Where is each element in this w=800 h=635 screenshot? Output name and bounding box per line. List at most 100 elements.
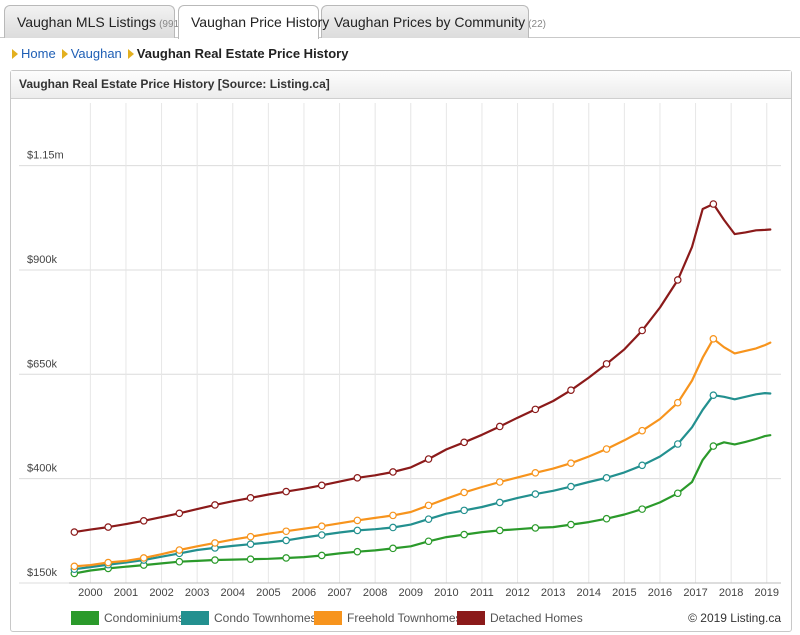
tab-count: (991) xyxy=(159,19,183,30)
legend-item-freehold-townhomes[interactable]: Freehold Townhomes xyxy=(314,611,462,625)
data-point-freehold-townhomes xyxy=(709,335,718,343)
x-tick-label: 2009 xyxy=(399,587,423,599)
y-tick-label: $400k xyxy=(27,463,57,475)
data-point-condo-townhomes xyxy=(709,391,718,399)
data-point-condo-townhomes xyxy=(673,440,682,448)
data-point-freehold-townhomes xyxy=(70,562,79,571)
data-point-condominiums xyxy=(460,530,468,539)
data-point-condominiums xyxy=(246,555,255,564)
x-tick-label: 2015 xyxy=(612,587,636,599)
copyright-text: © 2019 Listing.ca xyxy=(688,611,781,625)
breadcrumb-city-link[interactable]: Vaughan xyxy=(70,46,122,61)
legend-swatch xyxy=(181,611,209,625)
series-line-detached-homes xyxy=(73,202,772,534)
data-point-detached-homes xyxy=(317,481,326,490)
x-tick-label: 2008 xyxy=(363,587,387,599)
tab-prices-by-community[interactable]: Vaughan Prices by Community (22) xyxy=(321,5,546,38)
data-point-condo-townhomes xyxy=(353,526,362,535)
legend-swatch xyxy=(314,611,342,625)
x-tick-label: 2011 xyxy=(470,587,494,599)
data-point-condominiums xyxy=(282,554,290,562)
breadcrumb-arrow-icon xyxy=(127,49,134,59)
tab-count: (22) xyxy=(528,19,546,30)
data-point-condominiums xyxy=(175,557,184,566)
x-tick-label: 2014 xyxy=(577,587,601,599)
x-tick-label: 2002 xyxy=(149,587,173,599)
breadcrumb-current: Vaughan Real Estate Price History xyxy=(136,46,349,61)
data-point-condo-townhomes xyxy=(424,515,433,523)
data-point-freehold-townhomes xyxy=(282,527,290,536)
x-tick-label: 2006 xyxy=(292,587,316,599)
data-point-freehold-townhomes xyxy=(211,539,219,547)
data-point-condominiums xyxy=(317,551,326,560)
data-point-freehold-townhomes xyxy=(139,554,148,562)
tab-price-history[interactable]: Vaughan Price History xyxy=(178,5,329,39)
data-point-detached-homes xyxy=(638,326,646,335)
legend-swatch xyxy=(457,611,485,625)
data-point-detached-homes xyxy=(353,474,362,482)
data-point-detached-homes xyxy=(139,517,148,525)
x-tick-label: 2003 xyxy=(185,587,209,599)
data-point-detached-homes xyxy=(104,523,112,531)
breadcrumb-home-link[interactable]: Home xyxy=(21,46,56,61)
data-point-freehold-townhomes xyxy=(460,488,468,497)
x-tick-label: 2010 xyxy=(434,587,458,599)
y-tick-label: $900k xyxy=(27,254,57,266)
breadcrumb-arrow-icon xyxy=(12,49,18,59)
data-point-condo-townhomes xyxy=(389,523,397,532)
breadcrumb-arrow-icon xyxy=(61,49,68,59)
data-point-condo-townhomes xyxy=(495,498,504,507)
x-tick-label: 2001 xyxy=(114,587,138,599)
y-tick-label: $1.15m xyxy=(27,150,64,162)
legend-item-condo-townhomes[interactable]: Condo Townhomes xyxy=(181,611,317,625)
x-tick-label: 2004 xyxy=(221,587,245,599)
chart-panel: Vaughan Real Estate Price History [Sourc… xyxy=(10,70,792,632)
series-line-condo-townhomes xyxy=(73,392,772,571)
chart-legend: Condominiums Condo Townhomes Freehold To… xyxy=(71,611,791,627)
tab-label: Vaughan Price History xyxy=(191,14,330,30)
data-point-condominiums xyxy=(638,505,646,513)
data-point-condo-townhomes xyxy=(638,461,646,470)
data-point-condominiums xyxy=(567,520,575,529)
data-point-condominiums xyxy=(602,514,611,523)
data-point-freehold-townhomes xyxy=(424,501,433,510)
data-point-detached-homes xyxy=(424,455,433,463)
y-tick-label: $150k xyxy=(27,567,57,579)
legend-label: Condominiums xyxy=(104,611,185,625)
legend-swatch xyxy=(71,611,99,625)
series-line-condominiums xyxy=(73,434,772,575)
data-point-freehold-townhomes xyxy=(495,478,504,486)
x-tick-label: 2013 xyxy=(541,587,565,599)
y-tick-label: $650k xyxy=(27,358,57,370)
tab-label: Vaughan Prices by Community xyxy=(334,14,526,30)
x-tick-label: 2017 xyxy=(683,587,707,599)
price-history-chart: $150k $400k $650k $900k $1.15m 2000 2001 2002 20… xyxy=(19,103,781,599)
tab-bar: Vaughan MLS Listings (991) Vaughan Price … xyxy=(0,0,800,39)
legend-label: Freehold Townhomes xyxy=(347,611,462,625)
data-point-condo-townhomes xyxy=(567,482,575,491)
data-point-freehold-townhomes xyxy=(602,445,611,453)
data-point-detached-homes xyxy=(495,422,504,431)
data-point-freehold-townhomes xyxy=(389,511,397,520)
data-point-detached-homes xyxy=(211,501,219,509)
x-tick-label: 2016 xyxy=(648,587,672,599)
x-tick-label: 2012 xyxy=(505,587,529,599)
data-point-detached-homes xyxy=(709,200,718,208)
data-point-freehold-townhomes xyxy=(175,546,184,554)
data-point-detached-homes xyxy=(389,468,397,476)
data-point-condo-townhomes xyxy=(460,506,468,515)
legend-label: Detached Homes xyxy=(490,611,583,625)
legend-item-detached-homes[interactable]: Detached Homes xyxy=(457,611,583,625)
data-point-detached-homes xyxy=(460,438,468,447)
data-point-condominiums xyxy=(211,556,219,564)
tab-mls-listings[interactable]: Vaughan MLS Listings (991) xyxy=(4,5,182,38)
breadcrumb: Home Vaughan Vaughan Real Estate Price His… xyxy=(12,44,348,64)
data-point-detached-homes xyxy=(70,528,79,536)
data-point-condo-townhomes xyxy=(602,474,611,482)
data-point-freehold-townhomes xyxy=(567,459,575,468)
data-point-condominiums xyxy=(673,489,682,498)
data-point-freehold-townhomes xyxy=(673,398,682,407)
data-point-freehold-townhomes xyxy=(246,532,255,541)
data-point-detached-homes xyxy=(531,405,540,414)
legend-item-condominiums[interactable]: Condominiums xyxy=(71,611,184,625)
